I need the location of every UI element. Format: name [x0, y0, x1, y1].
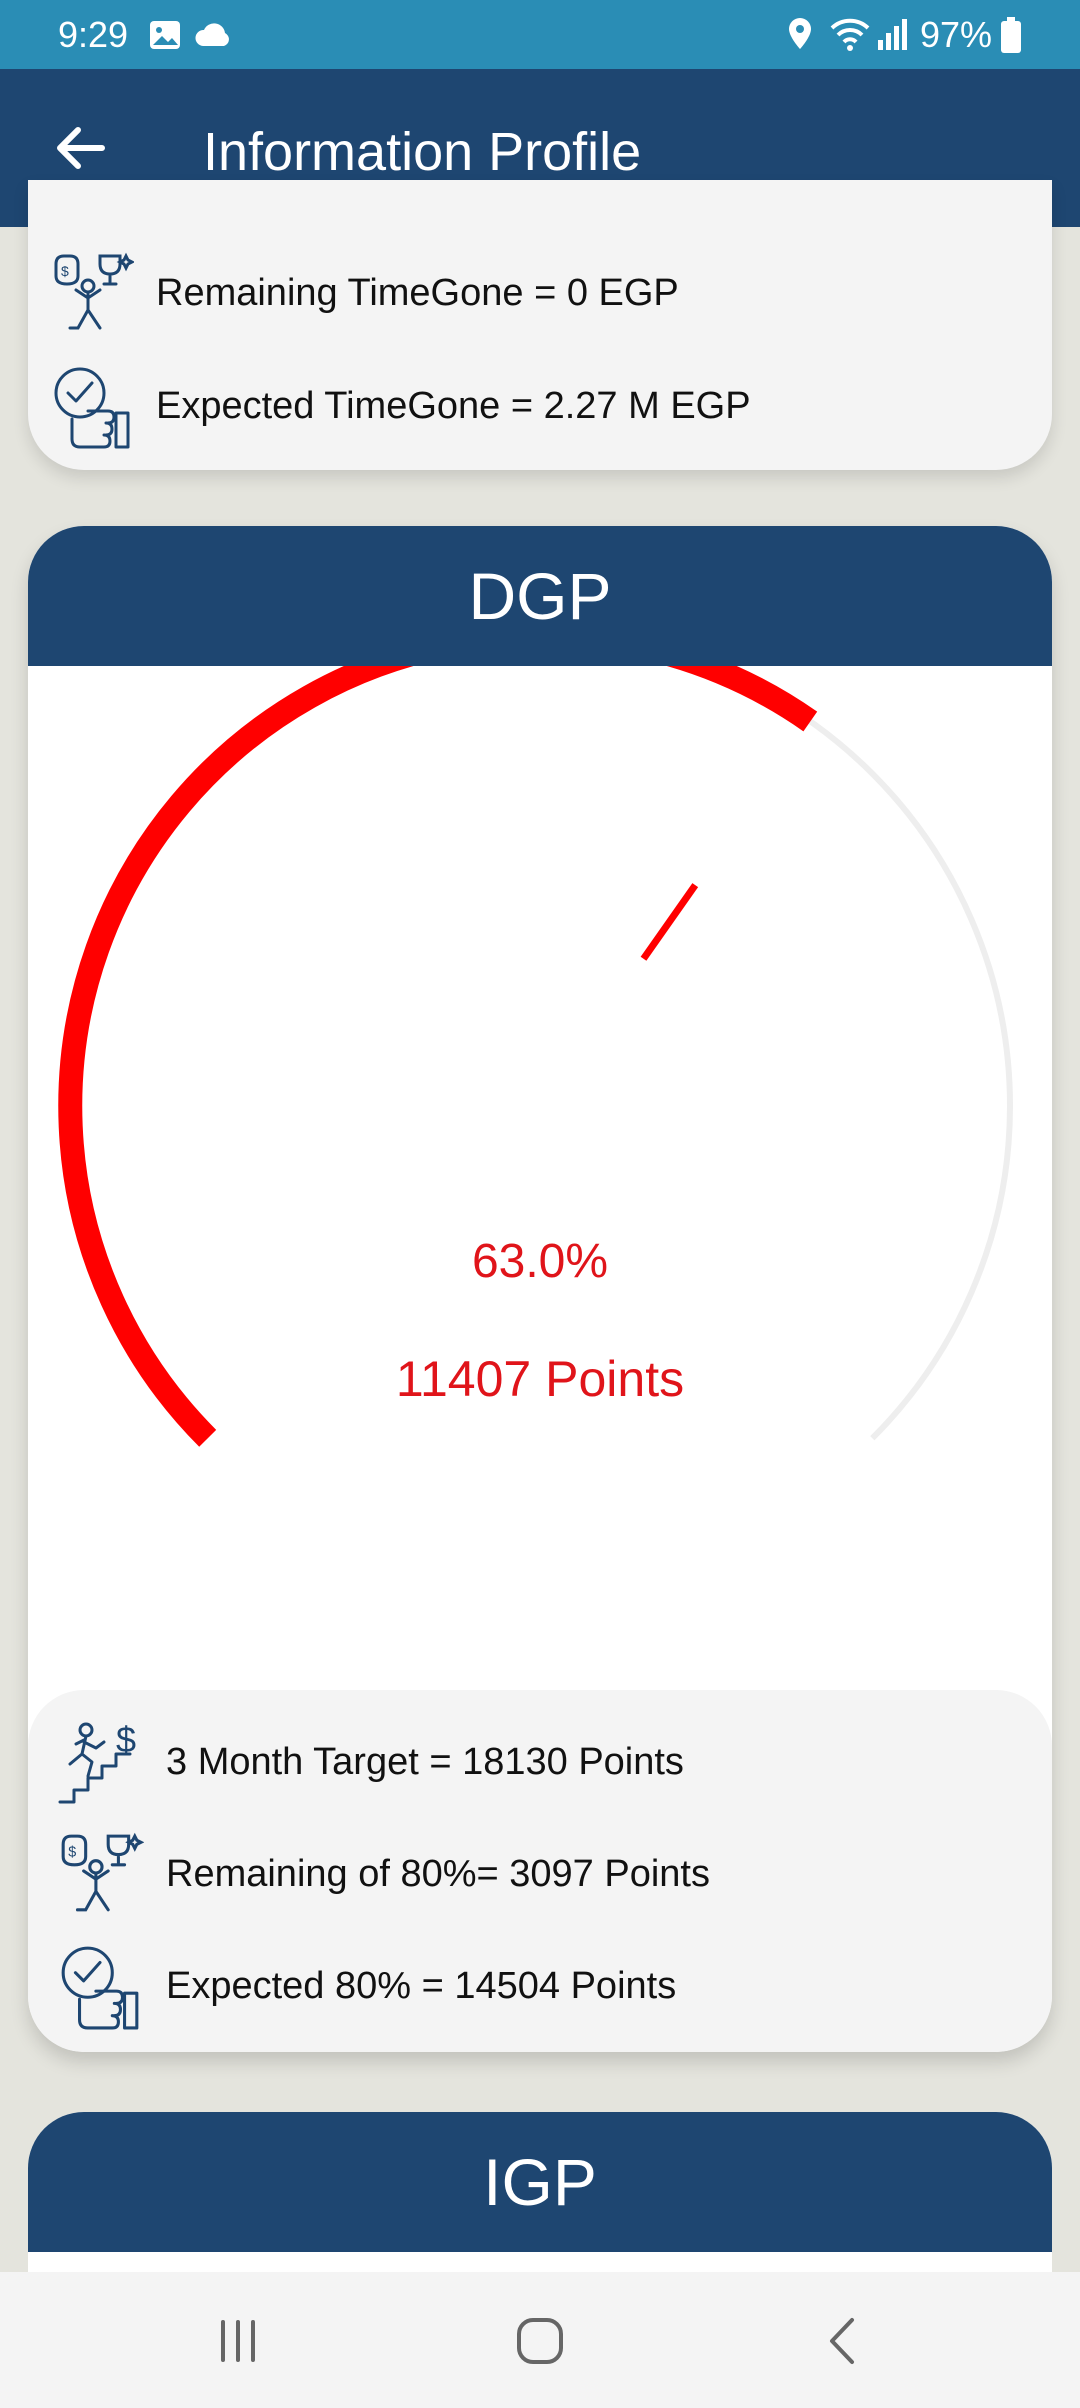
expected-timegone-row: Expected TimeGone = 2.27 M EGP	[50, 363, 751, 449]
three-month-target-label: 3 Month Target = 18130 Points	[166, 1740, 684, 1783]
battery-icon	[1001, 17, 1021, 53]
back-nav-icon[interactable]	[810, 2308, 876, 2374]
gauge-points: 11407 Points	[395, 1351, 685, 1407]
remaining-80-row: $ Remaining of 80%= 3097 Points	[56, 1830, 710, 1918]
home-icon[interactable]	[507, 2308, 573, 2374]
recent-apps-icon[interactable]	[205, 2308, 271, 2374]
status-bar: 9:29 97%	[0, 0, 1080, 69]
expected-80-row: Expected 80% = 14504 Points	[56, 1942, 676, 2030]
money-trophy-person-icon: $	[54, 252, 134, 330]
page-title: Information Profile	[203, 122, 642, 182]
dgp-card: DGP 63.0% 11407 Points $ 3 Month Target …	[28, 526, 1052, 2052]
gauge-svg	[58, 624, 1013, 1447]
time-gone-card: $ Remaining TimeGone = 0 EGP Expected Ti…	[28, 180, 1052, 470]
three-month-target-row: $ 3 Month Target = 18130 Points	[56, 1718, 684, 1806]
signal-icon	[878, 19, 907, 50]
gauge-needle	[640, 883, 699, 961]
dgp-title: DGP	[28, 526, 1052, 666]
remaining-timegone-label: Remaining TimeGone = 0 EGP	[156, 271, 679, 314]
svg-text:$: $	[61, 263, 69, 279]
gallery-icon	[150, 21, 180, 49]
system-nav-bar	[0, 2272, 1080, 2408]
expected-timegone-label: Expected TimeGone = 2.27 M EGP	[156, 384, 751, 427]
igp-title: IGP	[28, 2112, 1052, 2252]
svg-text:$: $	[68, 1845, 76, 1861]
stairs-runner-dollar-icon: $	[58, 1719, 136, 1804]
thumbs-up-check-icon	[54, 367, 130, 449]
battery-percent: 97%	[919, 14, 992, 55]
dgp-details: $ 3 Month Target = 18130 Points $ Remain…	[28, 1690, 1052, 2052]
money-trophy-person-icon: $	[61, 1832, 144, 1912]
wifi-icon	[830, 18, 870, 51]
gauge-progress-arc	[58, 624, 818, 1447]
cloud-icon	[195, 23, 229, 46]
thumbs-up-check-icon	[61, 1946, 139, 2030]
gauge-percent: 63.0%	[471, 1235, 609, 1288]
status-time: 9:29	[58, 14, 129, 55]
back-arrow-icon[interactable]	[48, 115, 114, 181]
location-icon	[789, 18, 811, 49]
expected-80-label: Expected 80% = 14504 Points	[166, 1964, 677, 2007]
remaining-80-label: Remaining of 80%= 3097 Points	[166, 1852, 710, 1895]
remaining-timegone-row: $ Remaining TimeGone = 0 EGP	[50, 250, 679, 336]
svg-text:$: $	[116, 1719, 136, 1760]
dgp-gauge: 63.0% 11407 Points	[28, 624, 1052, 1666]
